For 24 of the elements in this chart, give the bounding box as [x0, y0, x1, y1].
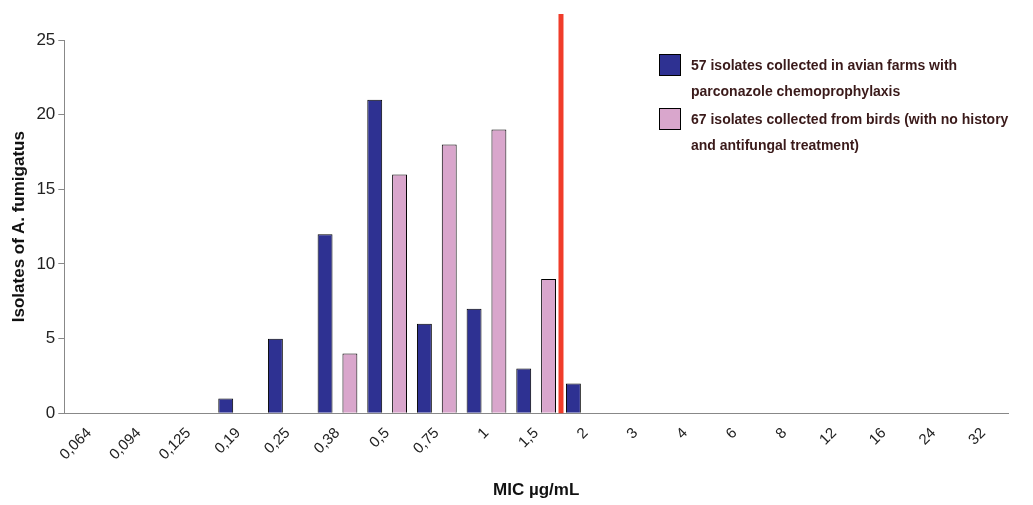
x-tick-label: 32	[964, 423, 989, 448]
x-tick-label: 1,5	[514, 423, 542, 451]
legend-label: 57 isolates collected in avian farms with parconazole chemoprophylaxis	[691, 56, 959, 101]
x-tick-label: 0,38	[309, 423, 343, 457]
x-tick-label: 1	[473, 423, 492, 442]
y-tick-label: 25	[36, 29, 56, 49]
y-tick-label: 10	[36, 253, 56, 273]
x-tick-label: 8	[771, 423, 790, 442]
x-tick-label: 6	[721, 423, 740, 442]
x-tick-label: 0,19	[210, 423, 244, 457]
x-tick-label: 16	[865, 423, 889, 448]
x-tick-label: 12	[815, 423, 840, 448]
x-tick-label: 24	[914, 423, 939, 448]
x-axis-title: MIC µg/mL	[493, 480, 580, 500]
y-tick-label: 0	[45, 403, 56, 423]
y-tick-label: 5	[45, 328, 56, 348]
legend-label: 67 isolates collected from birds (with no history and antifungal treatment)	[691, 110, 1010, 155]
x-tick-label: 4	[672, 423, 691, 442]
y-tick-label: 15	[36, 179, 56, 199]
x-tick-label: 3	[622, 423, 641, 442]
y-tick-label: 20	[36, 104, 56, 124]
x-tick-label: 2	[572, 423, 591, 442]
y-axis-title: Isolates of A. fumigatus	[8, 131, 28, 323]
x-tick-label: 0,5	[365, 423, 393, 451]
